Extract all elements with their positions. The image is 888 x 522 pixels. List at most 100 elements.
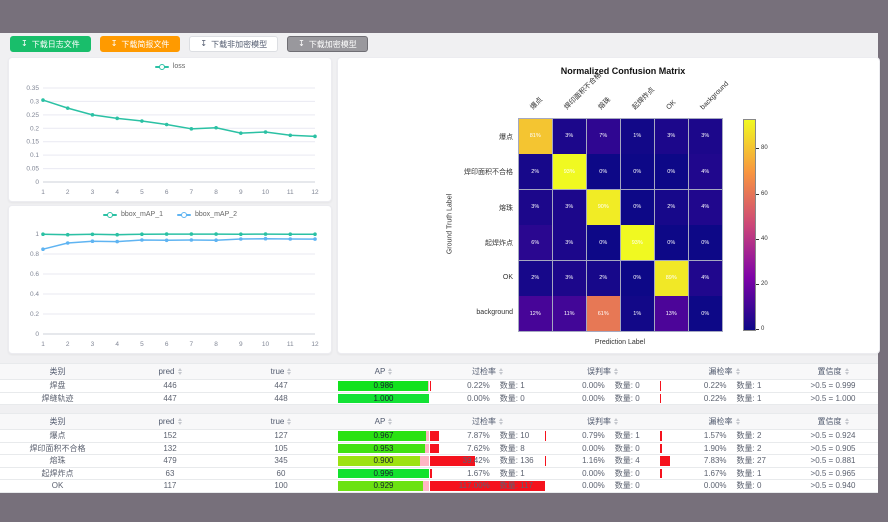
column-header-pred[interactable]: pred xyxy=(115,364,225,379)
rate-bar xyxy=(660,393,661,403)
data-point xyxy=(164,232,169,236)
column-header-confidence[interactable]: 置信度 xyxy=(788,414,878,429)
column-header-pred[interactable]: pred xyxy=(115,414,225,429)
cell-miss-rate: 1.67% 数量: 1 xyxy=(660,468,788,480)
legend-item-bbox_mAP_1[interactable]: bbox_mAP_1 xyxy=(102,211,163,218)
heatmap-cell: 3% xyxy=(688,118,722,154)
colorbar-tick-label: 20 xyxy=(761,280,768,287)
sort-caret-icon[interactable] xyxy=(614,368,618,375)
x-tick-label: 12 xyxy=(311,189,319,196)
cell-mis-rate: 0.79% 数量: 1 xyxy=(545,430,660,442)
legend-item-bbox_mAP_2[interactable]: bbox_mAP_2 xyxy=(177,211,237,218)
sort-caret-icon[interactable] xyxy=(735,418,740,425)
column-header-confidence[interactable]: 置信度 xyxy=(788,364,878,379)
download-icon: ↧ xyxy=(200,39,208,48)
cell-confidence: >0.5 = 0.965 xyxy=(810,468,856,478)
confusion-matrix-title: Normalized Confusion Matrix xyxy=(560,66,686,76)
column-header-label: AP xyxy=(374,417,386,426)
rate-percent: 7.83% xyxy=(703,456,727,466)
column-header-over-rate[interactable]: 过检率 xyxy=(430,364,545,379)
bbox-map-line-chart: 00.20.40.60.811 2 3 4 5 6 7 8 9 10 11 12 xyxy=(30,231,319,348)
column-header-ap[interactable]: AP xyxy=(337,414,430,429)
legend-item-loss[interactable]: loss xyxy=(154,63,185,70)
rate-percent: 39.42% xyxy=(462,456,490,466)
sort-caret-icon[interactable] xyxy=(499,418,503,425)
column-header-mis-rate[interactable]: 误判率 xyxy=(545,364,660,379)
column-header-true[interactable]: true xyxy=(225,364,337,379)
y-tick-label: 0.3 xyxy=(30,98,39,105)
rate-count: 数量: 136 xyxy=(499,456,534,466)
cell-true: 447 xyxy=(274,381,288,391)
rate-percent: 1.67% xyxy=(703,468,727,478)
download-log-button[interactable]: ↧ 下载日志文件 xyxy=(10,36,91,52)
y-tick-label: 0.8 xyxy=(30,251,39,258)
data-point xyxy=(263,130,268,134)
loss-chart-legend: loss xyxy=(9,63,331,70)
heatmap-cell: 6% xyxy=(518,225,552,260)
cell-ap: 0.900 xyxy=(337,455,430,467)
sort-caret-icon[interactable] xyxy=(844,418,849,425)
sort-desc-icon xyxy=(177,372,182,375)
heatmap-cell: 0% xyxy=(620,154,654,189)
download-unencrypted-model-button[interactable]: ↧ 下载非加密模型 xyxy=(189,36,279,52)
x-tick-label: 5 xyxy=(140,341,144,348)
sort-caret-icon[interactable] xyxy=(844,368,849,375)
ap-bar-track: 0.953 xyxy=(338,443,429,453)
column-header-miss-rate[interactable]: 漏检率 xyxy=(660,414,788,429)
rate-count: 数量: 1 xyxy=(736,381,762,391)
column-header-over-rate[interactable]: 过检率 xyxy=(430,414,545,429)
data-point xyxy=(90,232,95,237)
column-header-label: 漏检率 xyxy=(708,367,733,376)
matrix-row-label: 爆点 xyxy=(499,133,513,141)
sort-caret-icon[interactable] xyxy=(735,368,740,375)
download-report-label: 下载简报文件 xyxy=(121,39,170,49)
column-header-label: 置信度 xyxy=(817,417,842,426)
cell-pred: 63 xyxy=(165,468,175,478)
ap-bar-fill xyxy=(338,456,420,466)
column-header-mis-rate[interactable]: 误判率 xyxy=(545,414,660,429)
download-encrypted-model-button[interactable]: ↧ 下载加密模型 xyxy=(287,36,368,52)
legend-label: bbox_mAP_1 xyxy=(120,211,163,218)
ap-bar-track: 0.900 xyxy=(338,456,429,466)
loss-line-chart: 00.050.10.150.20.250.30.351 2 3 4 5 6 7 8 9 10 11 1… xyxy=(26,85,319,196)
data-point xyxy=(239,131,243,135)
data-point xyxy=(115,232,119,237)
rate-percent: 7.87% xyxy=(467,431,490,441)
column-header-class: 类别 xyxy=(0,414,115,429)
sort-caret-icon[interactable] xyxy=(177,368,182,375)
sort-caret-icon[interactable] xyxy=(388,368,393,375)
table-row: OK 117 100 0.929 117.00% 数量: 117 0.00% 数量: 0 0.0… xyxy=(0,480,878,492)
sort-asc-icon xyxy=(499,368,503,371)
x-tick-label: 6 xyxy=(165,341,169,348)
sort-caret-icon[interactable] xyxy=(177,418,182,425)
download-icon: ↧ xyxy=(110,39,118,48)
sort-caret-icon[interactable] xyxy=(388,418,393,425)
cell-miss-rate: 0.00% 数量: 0 xyxy=(660,480,788,492)
cell-over-rate: 1.67% 数量: 1 xyxy=(430,468,545,480)
ap-bar-track: 1.000 xyxy=(338,393,429,403)
table-row: 焊印面积不合格 132 105 0.953 7.62% 数量: 8 0.00% 数量: 0 1.… xyxy=(0,443,878,455)
sort-caret-icon[interactable] xyxy=(287,368,292,375)
sort-caret-icon[interactable] xyxy=(287,418,292,425)
column-header-miss-rate[interactable]: 漏检率 xyxy=(660,364,788,379)
line-series-icon xyxy=(154,63,169,70)
table-header-row: 类别 pred true AP 过检率 误判率 漏检率 置信度 xyxy=(0,363,878,380)
matrix-row-label: OK xyxy=(502,273,513,281)
rate-count: 数量: 10 xyxy=(499,431,530,441)
heatmap-cell: 7% xyxy=(586,118,620,154)
column-header-true[interactable]: true xyxy=(225,414,337,429)
download-icon: ↧ xyxy=(298,39,305,48)
colorbar-tick xyxy=(756,148,759,150)
sort-caret-icon[interactable] xyxy=(614,418,618,425)
cell-pred: 152 xyxy=(163,431,177,441)
legend-label: bbox_mAP_2 xyxy=(195,211,238,218)
sort-caret-icon[interactable] xyxy=(499,368,503,375)
download-report-button[interactable]: ↧ 下载简报文件 xyxy=(99,36,181,52)
matrix-row-label: 熔珠 xyxy=(499,204,513,212)
heatmap-cell: 61% xyxy=(586,296,620,331)
column-header-ap[interactable]: AP xyxy=(337,364,430,379)
metrics-table: 类别 pred true AP 过检率 误判率 漏检率 置信度 焊盘 446 447 0.986 0.2… xyxy=(0,363,878,405)
column-header-label: AP xyxy=(374,367,386,376)
data-point xyxy=(239,237,243,241)
y-tick-label: 0.35 xyxy=(26,85,39,92)
